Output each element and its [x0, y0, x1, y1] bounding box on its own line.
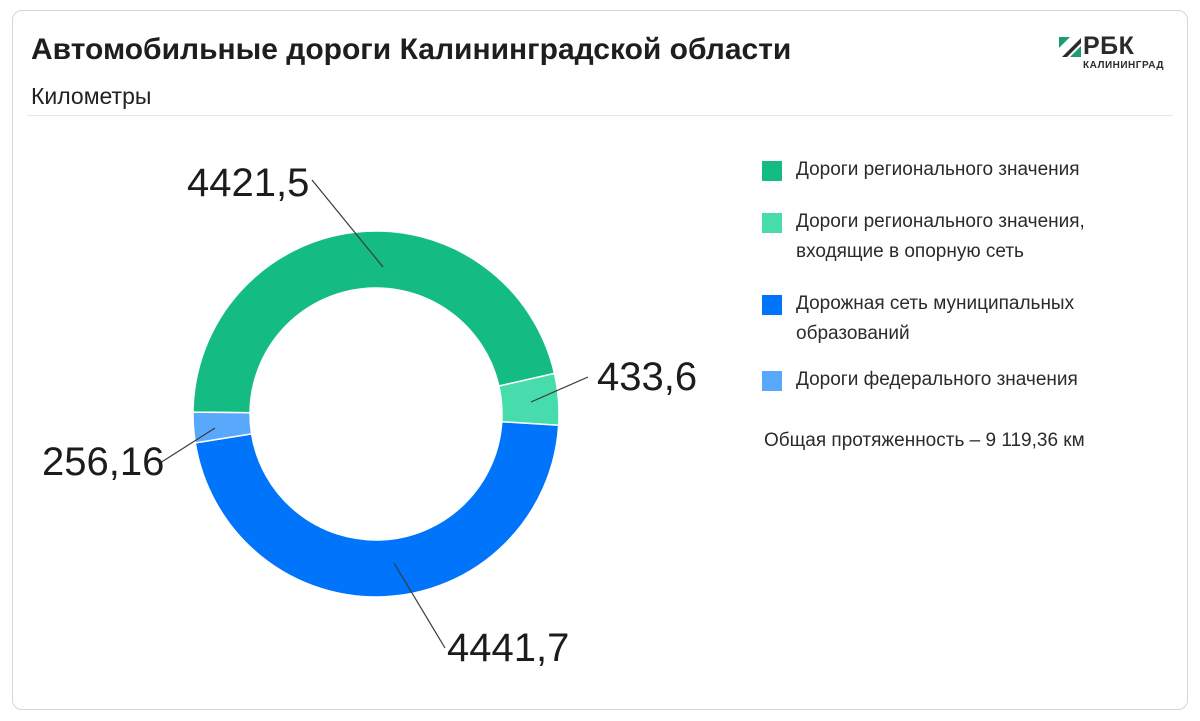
legend-label: входящие в опорную сеть	[796, 241, 1024, 262]
legend-swatch-2	[762, 213, 782, 233]
leader-line-2	[530, 376, 589, 403]
legend-label: Дороги регионального значения,	[796, 211, 1085, 232]
data-label-3: 4441,7	[447, 626, 569, 670]
donut-slice-4	[192, 411, 253, 444]
data-label-4: 256,16	[42, 440, 164, 484]
legend-label: Дороги регионального значения	[796, 159, 1080, 180]
data-label-1: 4421,5	[187, 161, 309, 205]
data-label-2: 433,6	[597, 355, 697, 399]
legend-item-1: Дороги регионального значения	[762, 155, 1162, 185]
total-length-note: Общая протяженность – 9 119,36 км	[764, 430, 1085, 451]
legend-swatch-1	[762, 161, 782, 181]
chart-subtitle: Километры	[31, 83, 152, 109]
leader-line-4	[159, 427, 216, 464]
legend-item-3: Дорожная сеть муниципальных образований	[762, 289, 1162, 349]
leader-line-3	[393, 562, 446, 649]
legend-label: Дорожная сеть муниципальных	[796, 293, 1075, 314]
legend-swatch-3	[762, 295, 782, 315]
header-divider	[27, 115, 1173, 116]
chart-legend: Дороги регионального значения Дороги реги…	[762, 155, 1162, 395]
logo-mark-icon	[1059, 37, 1081, 57]
legend-label: образований	[796, 323, 910, 344]
donut-chart: 4421,5 433,6 4441,7 256,16	[42, 161, 697, 670]
legend-item-4: Дороги федерального значения	[762, 365, 1162, 395]
logo-subtext: КАЛИНИНГРАД	[1083, 60, 1164, 71]
legend-item-2: Дороги регионального значения, входящие в…	[762, 207, 1162, 267]
donut-slice-3	[194, 420, 560, 598]
chart-title: Автомобильные дороги Калининградской обл…	[31, 33, 792, 66]
donut-slice-1	[192, 230, 556, 414]
logo-text: РБК	[1083, 32, 1135, 60]
legend-label: Дороги федерального значения	[796, 369, 1078, 390]
leader-line-1	[311, 179, 384, 268]
rbc-logo: РБК КАЛИНИНГРАД	[1059, 32, 1169, 81]
legend-swatch-4	[762, 371, 782, 391]
